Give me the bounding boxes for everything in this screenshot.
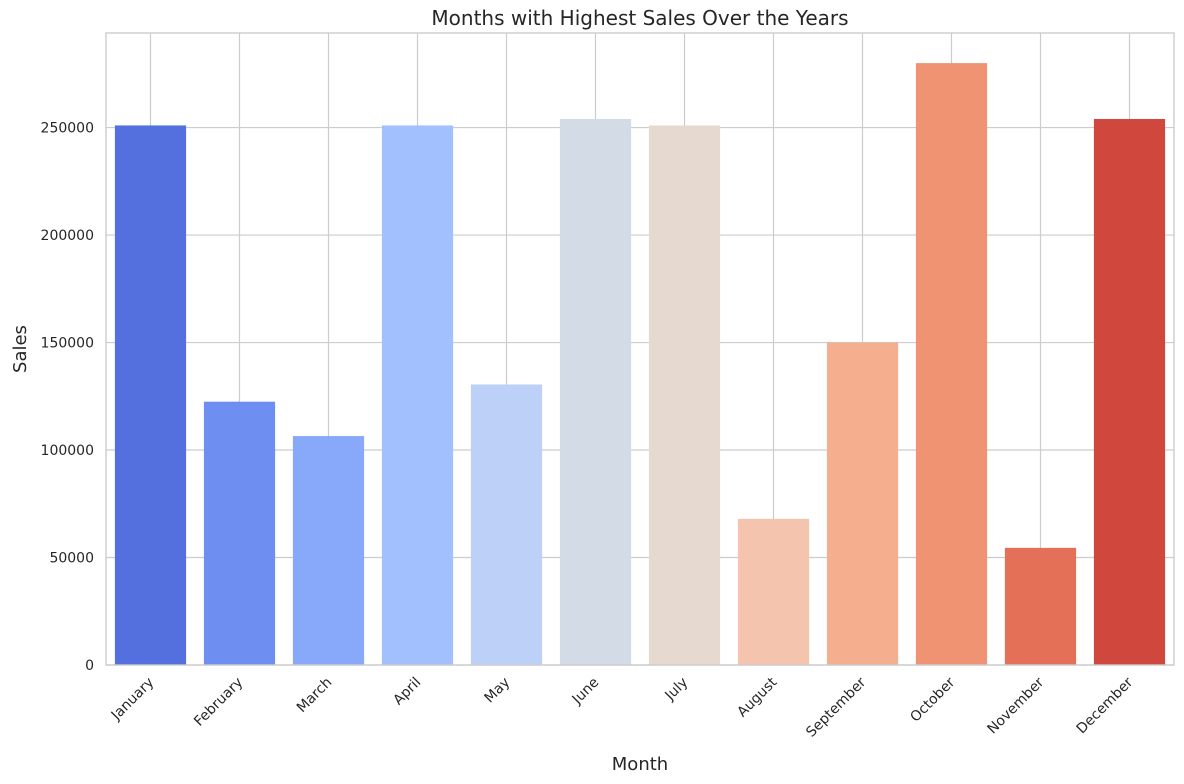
bar-february — [203, 401, 276, 665]
y-tick-label: 50000 — [49, 551, 94, 567]
x-axis-label: Month — [612, 754, 668, 775]
x-tick-label: July — [661, 675, 691, 705]
x-tick-label: February — [191, 675, 246, 730]
bar-july — [648, 125, 721, 666]
y-axis-label: Sales — [10, 325, 31, 373]
x-tick-label: November — [985, 674, 1048, 737]
x-tick-label: March — [294, 675, 335, 716]
y-tick-labels: 0 50000 100000 150000 200000 250000 — [41, 121, 94, 674]
axes-frame — [105, 32, 1175, 666]
x-tick-label: May — [482, 675, 514, 707]
x-tick-label: December — [1074, 674, 1137, 737]
bar-august — [737, 518, 810, 665]
bar-june — [559, 118, 632, 666]
chart-title: Months with Highest Sales Over the Years — [431, 6, 848, 30]
x-tick-labels: January February March April May June July Augu… — [108, 674, 1137, 740]
x-tick-label: August — [734, 674, 780, 720]
bar-may — [470, 384, 543, 665]
y-tick-label: 200000 — [41, 228, 94, 244]
y-tick-label: 0 — [85, 658, 94, 674]
bar-november — [1004, 547, 1077, 665]
x-tick-label: June — [569, 675, 603, 709]
y-tick-label: 100000 — [41, 443, 94, 459]
x-tick-label: October — [907, 674, 958, 725]
x-tick-label: January — [108, 675, 158, 725]
bar-december — [1093, 118, 1166, 666]
y-tick-label: 250000 — [41, 121, 94, 137]
x-tick-label: September — [803, 674, 869, 740]
bar-january — [114, 125, 187, 666]
bar-layer — [114, 63, 1166, 666]
bar-march — [292, 436, 365, 665]
y-tick-label: 150000 — [41, 336, 94, 352]
x-tick-label: April — [390, 675, 424, 709]
bar-october — [915, 63, 988, 666]
bar-april — [381, 125, 454, 666]
bar-september — [826, 342, 899, 665]
